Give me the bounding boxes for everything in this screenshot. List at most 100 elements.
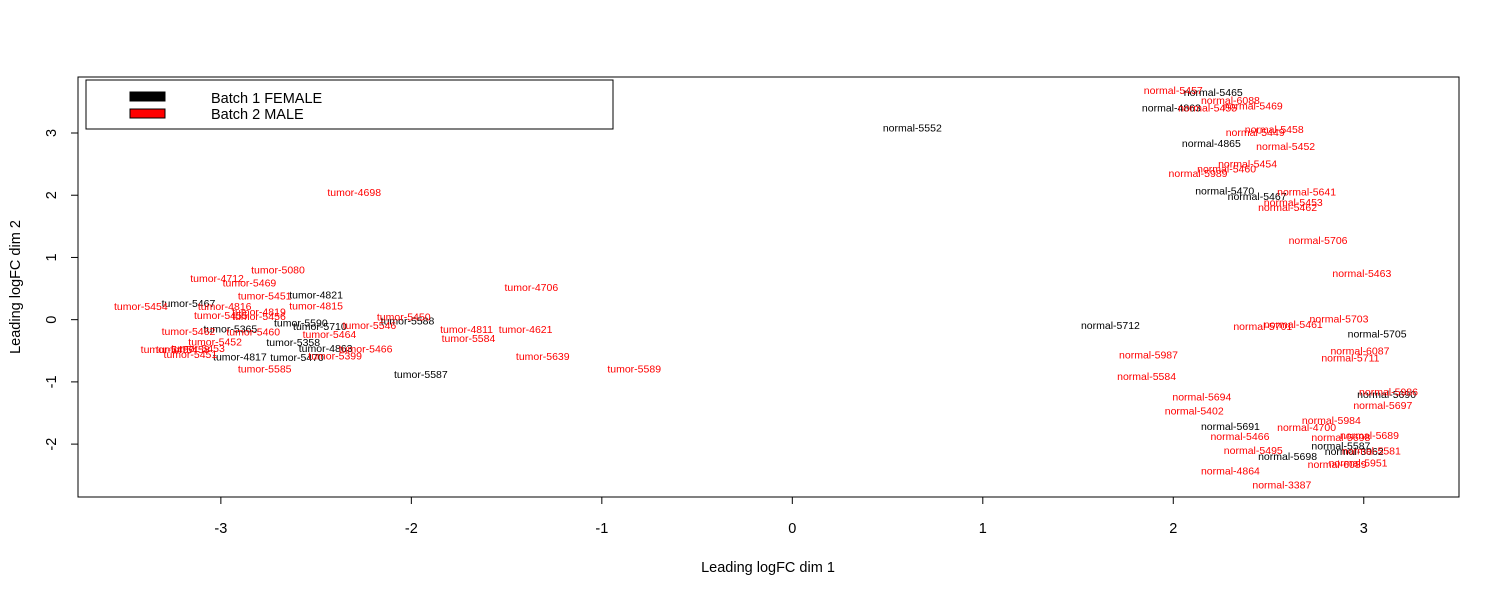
point-label: normal-5458 — [1245, 124, 1304, 136]
point-label: tumor-5451 — [164, 349, 218, 361]
point-label: tumor-5453 — [171, 343, 225, 355]
point-label: normal-5449 — [1226, 127, 1285, 139]
point-label: normal-5689 — [1340, 430, 1399, 442]
x-tick-label: 0 — [788, 521, 796, 537]
point-label: normal-5495 — [1224, 445, 1283, 457]
x-tick-label: -3 — [214, 521, 227, 537]
point-label: normal-4865 — [1182, 138, 1241, 150]
point-label: normal-5462 — [1258, 202, 1317, 214]
point-label: normal-5457 — [1144, 85, 1203, 97]
point-label: normal-5463 — [1332, 268, 1391, 280]
x-tick-label: -2 — [405, 521, 418, 537]
legend-box — [85, 79, 614, 130]
point-label: normal-5402 — [1165, 406, 1224, 418]
point-label: tumor-5456 — [232, 311, 286, 323]
axes-layer: -3 -2 -1 0 1 2 3 -2 -1 0 1 2 3 — [44, 129, 1368, 537]
point-label: tumor-5464 — [303, 329, 357, 341]
point-label: normal-5552 — [883, 123, 942, 135]
point-label: normal-5698 — [1258, 451, 1317, 463]
point-label: tumor-5469 — [223, 277, 277, 289]
point-label: tumor-5455 — [194, 310, 248, 322]
x-tick-label: 2 — [1169, 521, 1177, 537]
point-label: normal-5466 — [1210, 431, 1269, 443]
legend-swatch-batch1 — [129, 91, 166, 102]
point-label: tumor-5590 — [274, 317, 328, 329]
point-label: normal-5711 — [1321, 353, 1379, 365]
point-label: normal-5712 — [1081, 320, 1140, 332]
point-label: normal-5460 — [1197, 164, 1256, 176]
point-label: normal-5453 — [1264, 197, 1323, 209]
point-label: normal-5694 — [1172, 391, 1231, 403]
y-tick-label: 1 — [44, 253, 60, 261]
point-label: tumor-4698 — [327, 187, 381, 199]
point-label: normal-5469 — [1224, 101, 1283, 113]
point-label: tumor-5457 — [141, 344, 195, 356]
legend: Batch 1 FEMALE Batch 2 MALE — [85, 79, 614, 130]
x-tick-label: 1 — [979, 521, 987, 537]
legend-label-batch1: Batch 1 FEMALE — [211, 91, 323, 107]
point-label: tumor-5467 — [162, 298, 216, 310]
point-label: tumor-5546 — [343, 320, 397, 332]
y-tick-label: -1 — [44, 375, 60, 388]
point-label: normal-5691 — [1201, 421, 1260, 433]
point-label: tumor-5710 — [293, 321, 347, 333]
y-tick-label: 2 — [44, 191, 60, 199]
point-label: normal-4864 — [1201, 465, 1260, 477]
point-label: tumor-5080 — [251, 264, 305, 276]
points-layer: normal-5465 normal-4863 normal-5552 normal-… — [114, 85, 1418, 491]
point-label: normal-5984 — [1302, 415, 1361, 427]
x-axis-label: Leading logFC dim 1 — [701, 560, 835, 576]
point-label: normal-6089 — [1308, 459, 1367, 471]
point-label: tumor-4821 — [289, 289, 343, 301]
y-tick-label: 0 — [44, 316, 60, 324]
point-label: normal-4863 — [1142, 103, 1201, 115]
point-label: normal-5989 — [1169, 168, 1228, 180]
point-label: normal-5690 — [1357, 389, 1416, 401]
point-label: normal-5697 — [1353, 400, 1412, 412]
point-label: tumor-5585 — [238, 363, 292, 375]
point-label: tumor-5584 — [442, 333, 496, 345]
point-label: tumor-5589 — [607, 363, 661, 375]
point-label: normal-6087 — [1330, 345, 1389, 357]
point-label: tumor-4621 — [499, 324, 553, 336]
y-axis-label: Leading logFC dim 2 — [8, 220, 24, 354]
point-label: normal-5461 — [1264, 319, 1323, 331]
point-label: normal-5706 — [1289, 235, 1348, 247]
point-label: normal-5467 — [1228, 191, 1287, 203]
point-label: tumor-5470 — [270, 352, 324, 364]
point-label: normal-5951 — [1329, 457, 1388, 469]
point-label: normal-5701 — [1233, 321, 1292, 333]
point-label: normal-5452 — [1256, 141, 1315, 153]
point-label: tumor-4706 — [504, 282, 558, 294]
point-label: tumor-4811 — [440, 324, 493, 336]
point-label: normal-5705 — [1348, 328, 1407, 340]
point-label: tumor-5454 — [114, 301, 168, 313]
point-label: tumor-5639 — [516, 351, 570, 363]
point-label: tumor-4819 — [232, 307, 286, 319]
point-label: normal-5587 — [1311, 440, 1370, 452]
point-label: normal-5454 — [1218, 159, 1277, 171]
point-label: tumor-4712 — [190, 273, 244, 285]
point-label: normal-5581 — [1342, 445, 1401, 457]
point-label: normal-6088 — [1201, 95, 1260, 107]
point-label: normal-5584 — [1117, 371, 1176, 383]
point-label: tumor-5365 — [204, 324, 258, 336]
point-label: tumor-5450 — [377, 312, 431, 324]
point-label: normal-5698 — [1311, 432, 1370, 444]
point-label: normal-5465 — [1184, 87, 1243, 99]
y-tick-label: 3 — [44, 129, 60, 137]
point-label: normal-5641 — [1277, 187, 1336, 199]
point-label: normal-5703 — [1310, 314, 1369, 326]
point-label: normal-3387 — [1252, 480, 1311, 492]
point-label: tumor-5587 — [394, 369, 448, 381]
point-label: normal-4700 — [1277, 422, 1336, 434]
point-label: normal-3062 — [1325, 446, 1384, 458]
point-label: tumor-5358 — [266, 337, 320, 349]
x-tick-label: -1 — [595, 521, 608, 537]
point-label: tumor-5466 — [339, 343, 393, 355]
point-label: tumor-5451 — [238, 291, 292, 303]
point-label: tumor-5458 — [156, 344, 210, 356]
point-label: tumor-5452 — [188, 337, 242, 349]
y-tick-label: -2 — [44, 438, 60, 451]
